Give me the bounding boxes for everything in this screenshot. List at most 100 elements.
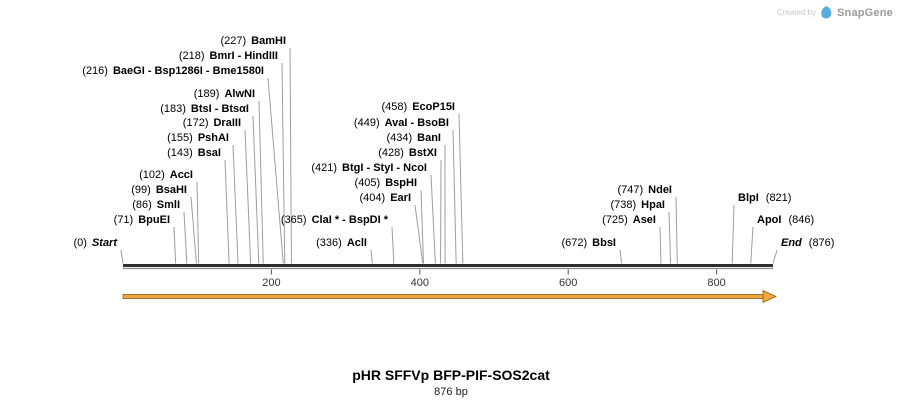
ruler-number: 400 [410,277,429,289]
site-position: (428) [378,147,404,159]
leader-line [414,204,424,264]
site-names: EarI [390,192,411,204]
site-label[interactable]: (172) DraIII [183,117,241,130]
site-names: BsaHI [155,184,187,196]
leader-line [772,249,778,264]
snapgene-logo-icon [821,6,832,19]
site-label[interactable]: (672) BbsI [561,237,616,250]
site-label[interactable]: End (876) [781,237,834,250]
site-position: (183) [160,103,186,115]
site-label[interactable]: (404) EarI [360,192,411,205]
site-position: (172) [182,117,209,129]
leader-line [668,211,672,264]
site-names: PshAI [197,132,229,144]
site-label[interactable]: (738) HpaI [610,199,665,212]
site-label[interactable]: (405) BspHI [355,177,417,190]
site-position: (0) [73,237,87,249]
site-label[interactable]: (99) BsaHI [131,184,187,197]
leader-line [244,129,252,264]
site-label[interactable]: BlpI (821) [738,192,791,205]
site-label[interactable]: (421) BtgI - StyI - NcoI [311,162,427,175]
site-label[interactable]: (725) AseI [602,214,656,227]
leader-line [281,62,286,264]
site-label[interactable]: (227) BamHI [220,35,286,48]
site-names: BstXI [408,147,437,159]
feature-arrow[interactable] [122,289,777,304]
site-names: End [781,237,802,249]
leader-line [267,77,284,264]
site-names: SmlI [156,199,180,211]
site-label[interactable]: (428) BstXI [378,147,437,160]
site-label[interactable]: (143) BsaI [167,147,221,160]
site-position: (189) [193,88,220,100]
leader-line [675,196,678,264]
site-names: AclI [346,237,367,249]
site-names: BanI [417,132,441,144]
created-by-text: Created by [776,8,816,17]
site-position: (143) [167,147,193,159]
leader-line [430,174,436,264]
leader-line [370,249,373,264]
site-label[interactable]: (189) AlwNI [194,88,255,101]
site-label[interactable]: (71) BpuEI [114,214,170,227]
site-position: (458) [381,101,408,113]
leader-line [183,211,188,264]
site-label[interactable]: (336) AclI [316,237,367,250]
site-names: HpaI [641,199,665,211]
site-position: (421) [311,162,338,174]
leader-line [731,204,735,264]
site-label[interactable]: ApoI (846) [757,214,814,227]
site-names: Start [91,237,117,249]
leader-line [659,226,662,264]
site-names: BmrI - HindIII [209,50,278,62]
site-label[interactable]: (102) AccI [139,169,193,182]
site-names: AccI [169,169,193,181]
site-names: BbsI [592,237,616,249]
site-position: (227) [220,35,247,47]
site-names: ApoI [757,214,782,226]
leader-line [458,113,464,264]
leader-line [224,159,230,264]
leader-line [120,249,124,264]
leader-line [173,226,177,264]
map-title: pHR SFFVp BFP-PIF-SOS2cat [352,367,550,383]
leader-line [420,189,425,264]
site-position: (86) [132,199,152,211]
site-label[interactable]: (449) AvaI - BsoBI [354,117,449,130]
site-label[interactable]: (218) BmrI - HindIII [179,50,278,63]
site-position: (155) [167,132,193,144]
leader-line [252,115,260,264]
watermark: Created by SnapGene [777,6,893,19]
site-position: (876) [808,237,835,249]
leader-line [289,47,292,264]
site-position: (672) [561,237,588,249]
site-position: (747) [617,184,644,196]
snapgene-brand-text: SnapGene [836,6,893,19]
site-label[interactable]: (0) Start [73,237,117,250]
site-position: (846) [788,214,815,226]
site-names: EcoP15I [412,101,455,113]
site-label[interactable]: (86) SmlI [132,199,180,212]
site-label[interactable]: (155) PshAI [167,132,229,145]
site-label[interactable]: (458) EcoP15I [382,101,456,114]
ruler-number: 600 [559,277,578,289]
site-label[interactable]: (216) BaeGI - Bsp1286I - Bme1580I [82,65,264,78]
site-position: (449) [353,117,380,129]
site-position: (405) [354,177,381,189]
ruler-number: 200 [262,277,281,289]
site-names: BaeGI - Bsp1286I - Bme1580I [112,65,264,77]
site-label[interactable]: (434) BanI [386,132,441,145]
site-label[interactable]: (747) NdeI [617,184,672,197]
leader-line [190,196,197,264]
site-label[interactable]: (365) ClaI * - BspDI * [281,214,388,227]
site-position: (102) [139,169,165,181]
leader-line [750,226,754,264]
site-label[interactable]: (183) BtsI - BtsαI [160,103,249,116]
site-names: BtsI - BtsαI [190,103,249,115]
site-names: BpuEI [138,214,170,226]
site-position: (71) [113,214,134,226]
leader-line [258,100,264,264]
